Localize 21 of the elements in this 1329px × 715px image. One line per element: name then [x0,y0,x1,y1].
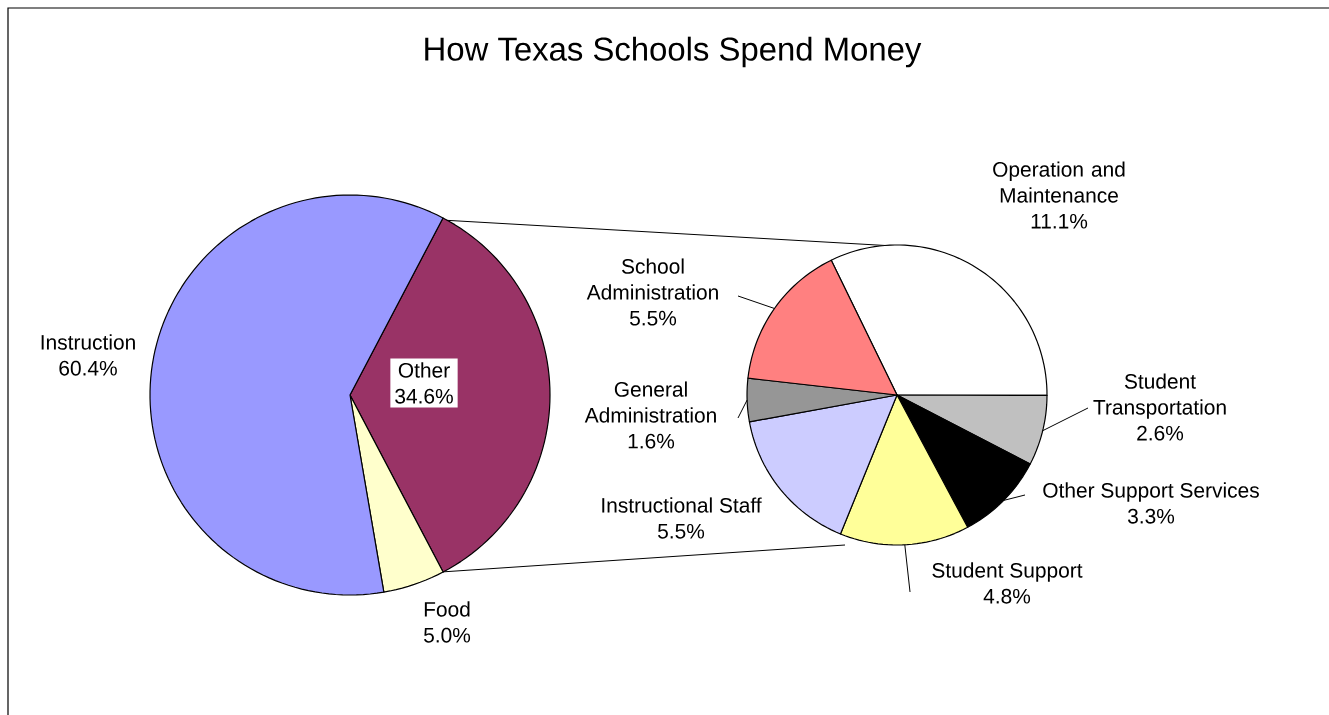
data-label: 5.0% [424,627,471,643]
slice-label: Food [424,601,470,617]
data-label: 60.4% [59,360,117,376]
slice-label: Other [398,362,450,378]
data-label: 3.3% [1127,508,1175,524]
slice-label: Operation and Maintenance [993,161,1125,203]
text: How Texas Schools Spend Money [425,36,922,68]
slice-label: School Administration [586,258,718,300]
data-label: 1.6% [628,433,675,449]
data-label: 34.6% [395,388,453,404]
slice-label: Instruction [41,334,135,350]
data-label: 4.8% [983,588,1031,604]
data-label: 11.1% [1031,213,1088,229]
data-label: 5.5% [658,523,705,539]
slice-label: Instructional Staff [602,497,762,513]
slice-label: General Administration [584,381,716,423]
slice-label: Student Support [932,562,1083,582]
slice-label: Other Support Services [1043,482,1259,502]
data-label: 2.6% [1137,425,1184,441]
slice-label: Student Transportation [1093,373,1226,419]
data-label: 5.5% [630,310,677,326]
